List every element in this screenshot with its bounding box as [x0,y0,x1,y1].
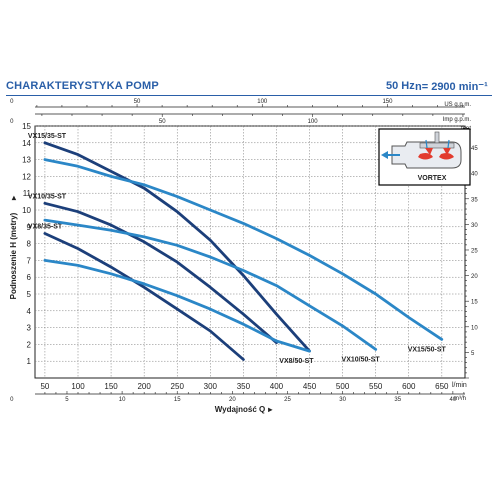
m3h-tick-label: 40 [450,397,457,403]
frequency-label: 50 Hz [386,80,415,92]
x-tick-label: 100 [71,382,85,391]
m3h-tick-label: 20 [229,397,236,403]
imp-gpm-tick-label: 0 [10,119,14,125]
lmin-unit: l/min [452,382,467,389]
x-axis-bottom-secondary: 0 5 10 15 20 25 30 35 40 [10,391,465,403]
curve-label-vx8-35-st: VX8/35-ST [28,224,63,231]
feet-tick-label: 20 [471,274,478,280]
x-tick-label: 550 [369,382,383,391]
feet-tick-label: 15 [471,300,478,306]
y-tick-label: 10 [22,206,31,215]
y-tick-label: 13 [22,156,31,165]
curve-label-vx10-50-st: VX10/50-ST [342,356,381,363]
curve-label-vx15-35-st: VX15/35-ST [28,133,67,140]
imp-gpm-tick-label: 50 [159,119,166,125]
m3h-tick-label: 25 [284,397,291,403]
curve-vx15-50-st [43,158,444,341]
y-tick-label: 11 [23,189,32,198]
chart-title: CHARAKTERYSTYKA POMP [6,80,159,92]
m3h-tick-label: 5 [65,397,69,403]
x-tick-label: 300 [204,382,218,391]
us-gpm-tick-label: 150 [382,99,393,105]
y-axis-arrow: ▸ [9,195,18,201]
y-tick-label: 12 [22,172,31,181]
curve-vx10-50-st [43,218,378,351]
inset-label: VORTEX [418,175,447,182]
impeller-icon [381,131,462,169]
x-tick-label: 50 [40,382,49,391]
m3h-tick-label: 35 [394,397,401,403]
feet-tick-label: 25 [471,248,478,254]
x-axis-arrow: ▸ [267,405,273,414]
feet-tick-label: 45 [471,146,478,152]
y-tick-label: 2 [27,340,32,349]
y-tick-label: 7 [27,256,32,265]
x-tick-label: 250 [171,382,185,391]
x-tick-label: 650 [435,382,449,391]
curve-vx15-35-st [43,141,311,353]
x-tick-label: 350 [237,382,251,391]
imp-gpm-tick-label: 100 [308,119,319,125]
header-rule [6,95,492,96]
imp-gpm-unit: Imp g.p.m. [443,117,472,123]
x-axis-title: Wydajność Q [215,405,266,414]
m3h-tick-label: 10 [119,397,126,403]
us-gpm-tick-label: 0 [10,99,14,105]
y-tick-label: 15 [22,122,31,131]
m3h-unit: m³/h [454,396,466,402]
speed-label: n= 2900 min⁻¹ [415,81,488,93]
curve-vx8-50-st [43,259,311,353]
feet-tick-label: 5 [471,351,475,357]
y-tick-label: 4 [27,307,32,316]
feet-tick-label: 35 [471,197,478,203]
m3h-tick-label: 30 [339,397,346,403]
y-axis-title: Podnoszenie H (metry) [9,212,18,299]
x-tick-label: 150 [104,382,118,391]
x-tick-label: 200 [137,382,151,391]
x-tick-label: 400 [270,382,284,391]
y-tick-label: 8 [27,240,32,249]
y-tick-label: 1 [27,357,32,366]
y-tick-label: 6 [27,273,32,282]
curve-label-vx8-50-st: VX8/50-ST [279,358,314,365]
curve-label-vx10-35-st: VX10/35-ST [28,193,67,200]
feet-tick-label: 30 [471,223,478,229]
us-gpm-unit: US g.p.m. [444,102,471,108]
y-tick-label: 9 [27,223,32,232]
curve-vx10-35-st [43,201,278,345]
m3h-tick-label: 0 [10,397,14,403]
vortex-inset: VORTEX [378,128,471,186]
us-gpm-tick-label: 100 [257,99,268,105]
curve-label-vx15-50-st: VX15/50-ST [408,346,447,353]
curves: VX15/35-ST VX10/35-ST VX8/35-ST VX15/50-ST V… [28,133,447,365]
y-tick-label: 5 [27,290,32,299]
us-gpm-tick-label: 50 [134,99,141,105]
top-axis: 0 50 100 150 0 50 100 [10,99,465,125]
m3h-tick-label: 15 [174,397,181,403]
feet-tick-label: 40 [471,172,478,178]
x-tick-label: 500 [336,382,350,391]
curve-vx8-35-st [43,232,245,361]
y-tick-label: 3 [27,324,32,333]
x-axis-bottom: 50 100 150 200 250 300 350 400 450 500 550 600 650 [40,382,449,391]
y-tick-label: 14 [22,139,31,148]
feet-tick-label: 10 [471,325,478,331]
x-tick-label: 450 [303,382,317,391]
x-tick-label: 600 [402,382,416,391]
